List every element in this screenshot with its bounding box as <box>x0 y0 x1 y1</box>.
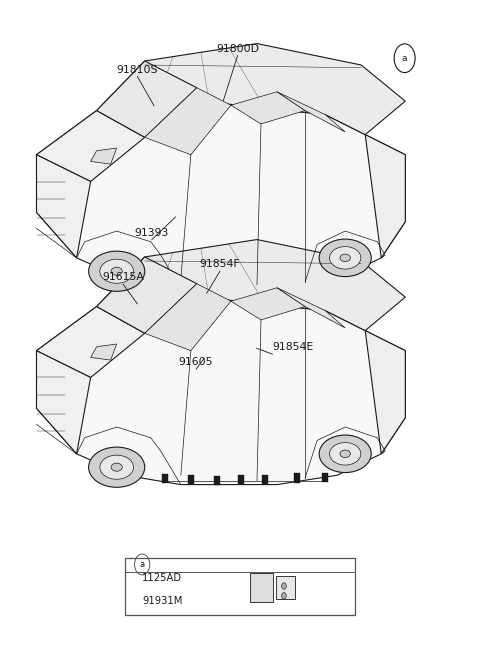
Bar <box>125 558 355 615</box>
Bar <box>214 476 220 485</box>
Polygon shape <box>96 61 197 137</box>
Polygon shape <box>36 111 145 182</box>
Circle shape <box>281 583 286 589</box>
Bar <box>238 476 244 485</box>
Text: 1125AD: 1125AD <box>142 573 182 583</box>
Ellipse shape <box>319 239 371 277</box>
Polygon shape <box>36 297 405 485</box>
Ellipse shape <box>319 435 371 472</box>
Text: 91800D: 91800D <box>216 44 259 54</box>
Bar <box>250 573 274 602</box>
Bar <box>262 474 268 483</box>
Polygon shape <box>91 148 117 164</box>
Text: 91810S: 91810S <box>117 64 158 75</box>
Bar <box>294 474 300 483</box>
Ellipse shape <box>340 254 350 262</box>
Polygon shape <box>365 134 405 258</box>
Text: 91605: 91605 <box>179 358 213 367</box>
Ellipse shape <box>111 267 122 276</box>
Bar <box>188 475 194 484</box>
Ellipse shape <box>89 251 145 291</box>
Ellipse shape <box>100 455 133 480</box>
Polygon shape <box>96 257 197 333</box>
Bar <box>162 474 168 483</box>
Ellipse shape <box>330 247 361 269</box>
Polygon shape <box>36 351 91 454</box>
Text: 91854F: 91854F <box>200 259 240 269</box>
Polygon shape <box>231 92 305 124</box>
Polygon shape <box>231 288 305 320</box>
Ellipse shape <box>330 443 361 465</box>
Ellipse shape <box>340 450 350 458</box>
Polygon shape <box>96 239 405 331</box>
Ellipse shape <box>89 447 145 487</box>
Text: a: a <box>140 560 145 569</box>
Text: 91854E: 91854E <box>273 342 314 352</box>
Ellipse shape <box>111 463 122 471</box>
Circle shape <box>281 592 286 599</box>
Bar <box>322 472 328 482</box>
Text: 91615A: 91615A <box>102 272 144 282</box>
Polygon shape <box>145 88 231 155</box>
Polygon shape <box>145 284 231 351</box>
Bar <box>276 576 295 599</box>
Ellipse shape <box>100 259 133 283</box>
Polygon shape <box>96 43 405 134</box>
Polygon shape <box>365 331 405 454</box>
Polygon shape <box>277 288 345 328</box>
Polygon shape <box>277 92 345 132</box>
Polygon shape <box>91 344 117 360</box>
Polygon shape <box>36 101 405 289</box>
Text: a: a <box>402 54 408 63</box>
Text: 91931M: 91931M <box>142 596 182 606</box>
Polygon shape <box>36 306 145 377</box>
Text: 91393: 91393 <box>134 228 169 238</box>
Polygon shape <box>36 155 91 258</box>
